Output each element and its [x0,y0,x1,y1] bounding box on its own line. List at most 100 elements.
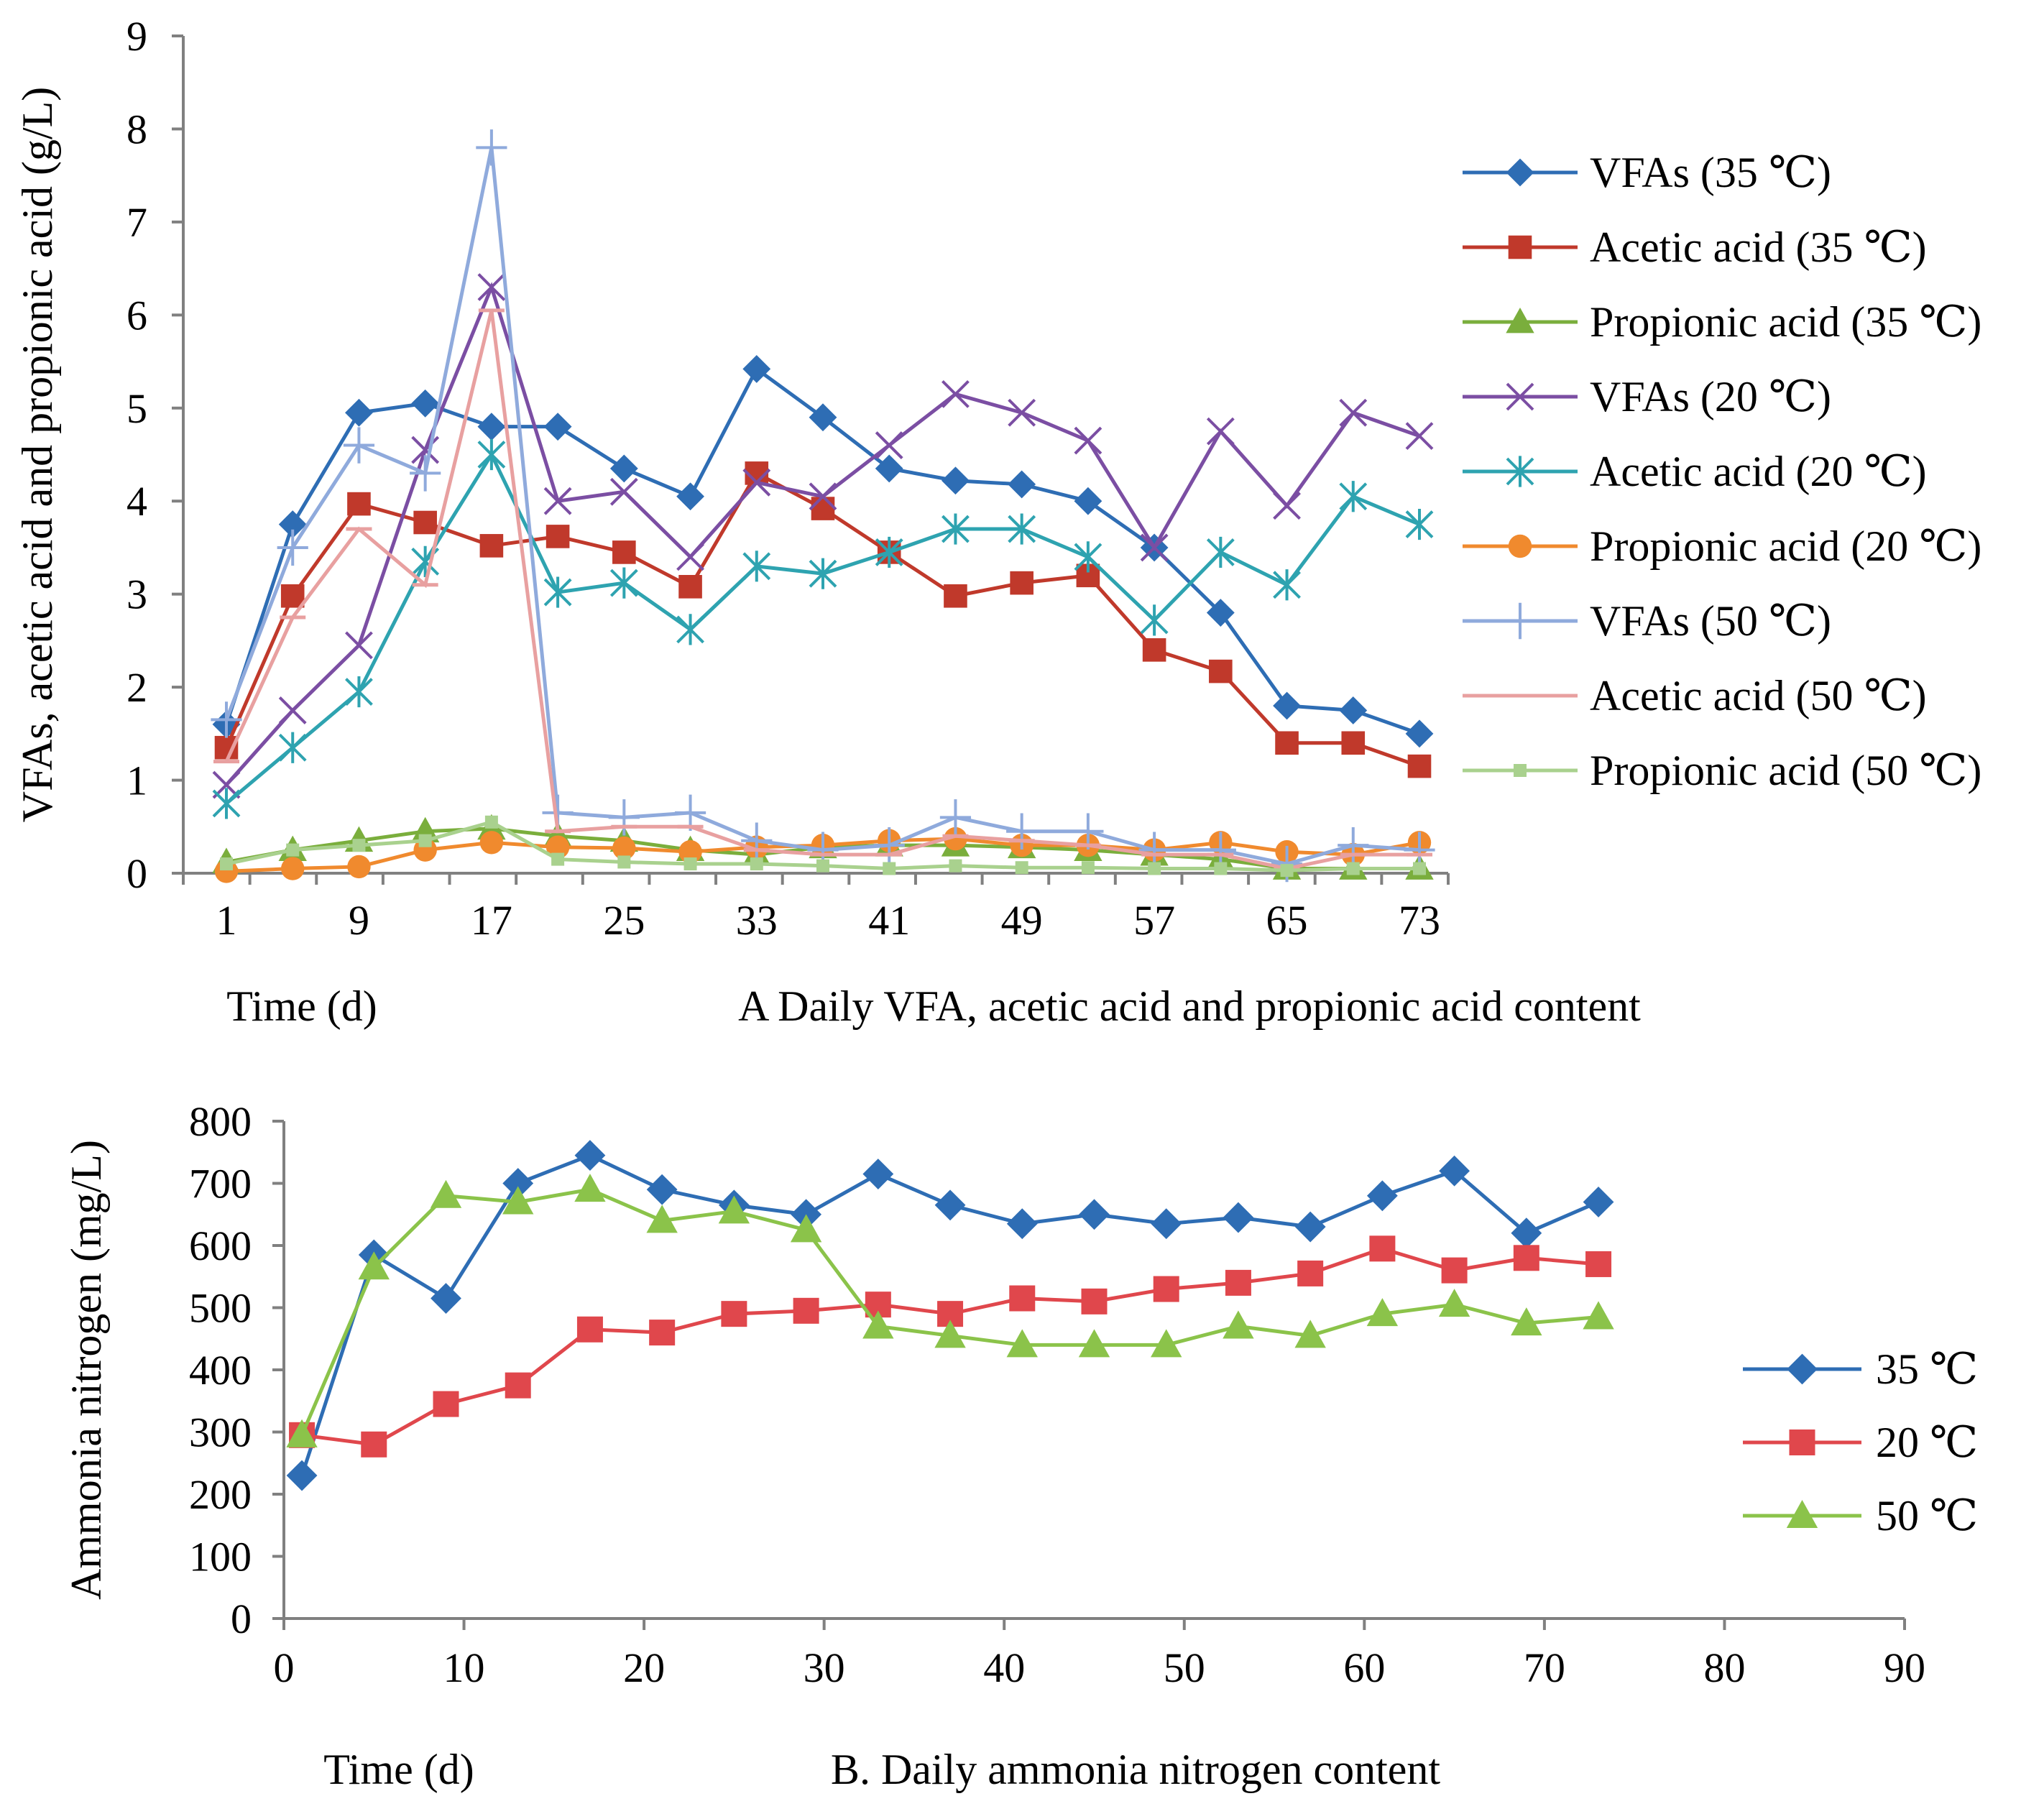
legend-item: 50 ℃ [1743,1492,1978,1539]
data-point [1294,1320,1326,1348]
data-point [1209,659,1233,683]
data-point [1511,1307,1542,1336]
data-point [411,389,440,418]
data-point [277,529,308,566]
chart-panel-a: 0 1 2 3 4 5 6 7 8 9 1 9 17 25 33 41 49 57 65 73 Time (d) A Da… [14,13,1981,1030]
data-point [1339,481,1368,512]
data-point [1441,1257,1468,1284]
data-point [1407,754,1432,778]
x-tick-label: 17 [471,897,512,944]
x-tick-label: 90 [1884,1644,1925,1691]
legend-label: VFAs (35 ℃) [1590,149,1831,196]
data-point [1138,832,1170,868]
legend-marker [1506,382,1534,411]
x-tick-label: 0 [274,1644,295,1691]
legend-label: 20 ℃ [1876,1419,1978,1466]
y-tick-label: 3 [126,571,147,618]
data-point [1225,1269,1251,1296]
data-point [683,857,697,871]
legend-item: 20 ℃ [1743,1419,1978,1466]
data-point [1205,832,1236,868]
data-point [543,576,572,608]
data-point [410,455,441,492]
data-point [1438,1289,1470,1317]
y-tick-label: 600 [189,1223,252,1269]
data-point [942,379,970,408]
data-point [1223,1310,1254,1339]
data-point [1346,862,1360,875]
data-point [942,513,970,545]
data-point [1223,1202,1254,1233]
data-point [949,859,962,873]
data-point [352,839,366,852]
data-point [862,1159,894,1189]
x-axis-title: Time (d) [323,1746,474,1793]
data-point [479,534,504,558]
data-point [1153,1276,1179,1302]
data-point [286,1419,318,1447]
x-tick-label: 40 [983,1644,1025,1691]
data-point [1072,813,1104,850]
y-tick-label: 700 [189,1161,252,1207]
data-point [1142,638,1166,662]
legend: 35 ℃ 20 ℃ 50 ℃ [1743,1345,1978,1539]
data-point [1413,862,1426,875]
data-point [286,843,300,857]
legend-label: Acetic acid (50 ℃) [1590,672,1927,719]
data-point [1439,1155,1470,1187]
x-axis-title: Time (d) [226,982,377,1030]
data-point [1273,691,1301,720]
data-point [609,567,638,599]
data-point [811,497,835,520]
x-tick-label: 80 [1703,1644,1745,1691]
legend-label: Propionic acid (35 ℃) [1590,298,1981,346]
data-point [418,834,432,847]
data-point [1405,508,1434,540]
y-tick-label: 800 [189,1098,252,1145]
data-point [1338,827,1369,864]
chart-panel-b: 0 100 200 300 400 500 600 700 800 0 10 20 30 40 50 60 70… [63,1098,1978,1793]
data-point [345,676,373,708]
data-point [608,799,640,836]
data-point [1206,417,1235,446]
y-tick-label: 0 [126,850,147,897]
data-point [609,454,638,483]
series-8 [220,815,1426,878]
data-point [543,413,572,441]
legend-label: Propionic acid (50 ℃) [1590,747,1981,794]
data-point [1151,1208,1182,1240]
data-point [211,701,242,738]
x-tick-label: 30 [804,1644,845,1691]
legend-marker [1786,1499,1818,1528]
data-point [1275,731,1299,755]
data-point [676,482,704,511]
x-tick-label: 57 [1133,897,1175,944]
data-point [741,822,773,859]
legend-item: Acetic acid (35 ℃) [1463,224,1927,271]
data-point [543,487,572,515]
y-tick-label: 6 [126,292,147,339]
series-line [224,310,1419,871]
x-tick-label: 20 [623,1644,665,1691]
series-4 [212,438,1434,819]
legend-label: VFAs (50 ℃) [1590,597,1831,645]
y-tick-label: 2 [126,664,147,711]
data-point [875,536,903,568]
legend-marker [1508,235,1532,259]
data-point [220,857,233,871]
data-point [1214,862,1228,875]
data-point [944,827,967,851]
y-tick-label: 300 [189,1409,252,1456]
x-tick-label: 60 [1343,1644,1385,1691]
data-point [942,466,970,495]
data-point [674,794,706,832]
data-point [358,1251,390,1280]
data-point [1074,487,1102,515]
data-point [1366,1298,1399,1327]
series-7 [213,308,1432,871]
data-point [1015,861,1028,875]
data-point [612,836,636,860]
data-point [934,1320,966,1348]
y-tick-label: 1 [126,758,147,804]
